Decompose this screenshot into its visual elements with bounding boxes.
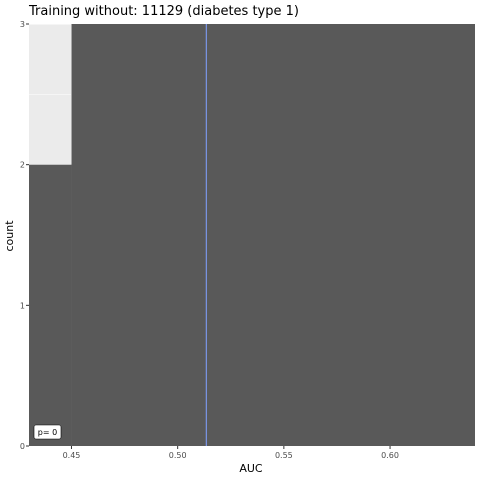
bars <box>29 24 475 446</box>
x-tick-label: 0.45 <box>63 451 81 460</box>
x-tick-label: 0.50 <box>169 451 187 460</box>
chart-title: Training without: 11129 (diabetes type 1… <box>28 4 299 19</box>
y-axis-title: count <box>3 220 16 252</box>
histogram-bar <box>29 164 72 446</box>
x-axis-ticks: 0.45 0.50 0.55 0.60 <box>63 446 399 460</box>
annotation-label: p= 0 <box>38 428 57 437</box>
x-tick-label: 0.60 <box>381 451 399 460</box>
y-tick-label: 2 <box>20 161 25 170</box>
x-axis-title: AUC <box>239 462 263 475</box>
y-tick-label: 3 <box>20 20 25 29</box>
y-tick-label: 0 <box>20 442 25 451</box>
y-tick-label: 1 <box>20 301 25 310</box>
annotation-box: p= 0 <box>33 424 62 440</box>
x-tick-label: 0.55 <box>275 451 293 460</box>
histogram-bar <box>71 24 475 446</box>
y-axis-ticks: 0 1 2 3 <box>20 20 29 451</box>
